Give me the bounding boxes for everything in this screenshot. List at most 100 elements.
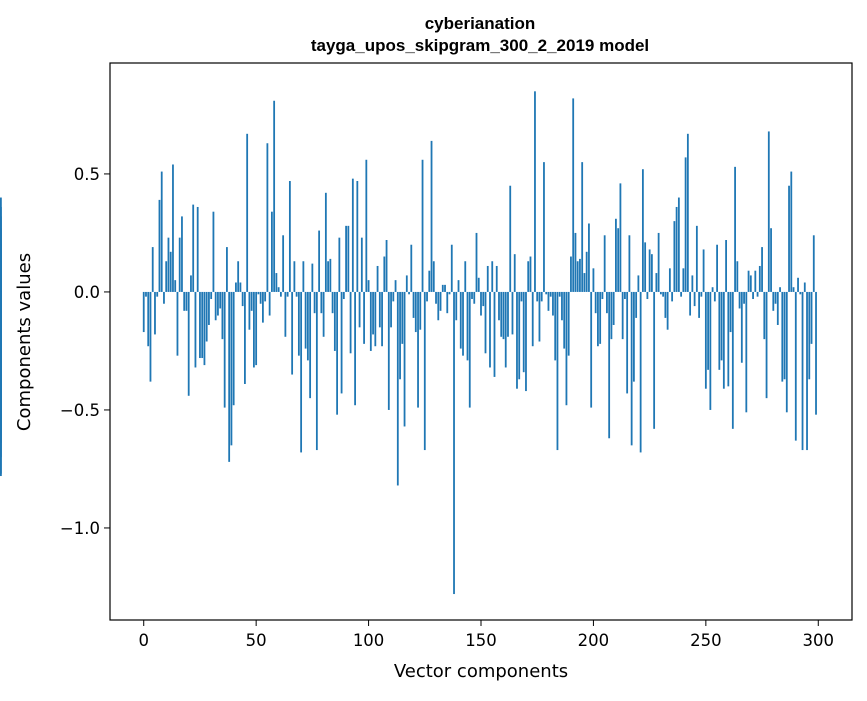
bar [203, 291, 206, 366]
bar [624, 291, 626, 300]
bar [383, 256, 386, 292]
bar [187, 291, 190, 396]
x-tick-label: 100 [353, 631, 385, 650]
bar [306, 291, 309, 361]
bar [347, 225, 350, 292]
bar [147, 291, 150, 347]
bar [176, 291, 179, 356]
bar [363, 291, 365, 344]
bar [615, 218, 617, 292]
x-tick-label: 0 [138, 631, 149, 650]
bar [462, 291, 464, 356]
bar [408, 291, 410, 295]
bar [554, 291, 557, 361]
bar [466, 291, 469, 361]
bar [318, 230, 321, 292]
bar [572, 98, 575, 292]
bar [268, 291, 271, 316]
bar [594, 291, 597, 314]
bar [185, 291, 188, 311]
bar [275, 273, 278, 292]
bar [498, 291, 500, 321]
bar [264, 291, 267, 302]
bar [405, 275, 408, 292]
bar [324, 192, 327, 292]
bar [208, 291, 210, 325]
bars-layer [0, 91, 817, 595]
bar [558, 291, 561, 297]
bar [520, 291, 523, 302]
bar [698, 291, 700, 318]
bar [529, 256, 532, 292]
bar [320, 291, 323, 314]
bar [201, 291, 204, 359]
bar [772, 291, 775, 311]
bar [329, 258, 332, 292]
bar [199, 291, 201, 359]
bar [754, 270, 757, 292]
bar [689, 291, 692, 316]
bar [619, 183, 622, 292]
bar [221, 291, 224, 340]
bar [716, 244, 718, 292]
bar [0, 291, 2, 377]
bar [630, 291, 633, 446]
bar [151, 247, 154, 292]
bar [482, 291, 485, 307]
bar [450, 244, 453, 292]
bar [610, 291, 613, 340]
bar [549, 291, 552, 297]
bar [666, 291, 669, 330]
x-tick-label: 150 [465, 631, 497, 650]
bar [349, 291, 352, 354]
bar [441, 284, 444, 292]
bar [360, 237, 363, 292]
bar [459, 291, 462, 349]
bar [293, 261, 296, 292]
bar [423, 291, 426, 451]
bar [545, 291, 548, 295]
bar [489, 291, 491, 368]
bar [500, 291, 503, 337]
bar [376, 265, 379, 292]
bar [561, 291, 563, 321]
bar [486, 265, 489, 292]
bar [673, 221, 676, 292]
bar [812, 235, 815, 292]
bar [491, 261, 494, 292]
y-tick-label: 0.5 [74, 165, 100, 184]
bar [565, 291, 568, 406]
bar [761, 247, 763, 292]
bar [493, 291, 496, 377]
bar [745, 291, 748, 413]
bar [455, 291, 458, 321]
bar [302, 261, 305, 292]
bar [356, 181, 359, 292]
bar [181, 216, 183, 292]
bar [284, 291, 287, 337]
bar [540, 291, 543, 302]
bar [547, 291, 550, 311]
bar [246, 133, 249, 292]
bar [639, 291, 642, 453]
bar [214, 291, 217, 321]
bar [693, 291, 696, 307]
bar [626, 291, 629, 394]
y-tick-label: −1.0 [60, 519, 100, 538]
bar [695, 225, 698, 292]
x-tick-label: 300 [803, 631, 835, 650]
bar [444, 284, 446, 292]
bar [414, 291, 417, 333]
bar [354, 291, 356, 406]
bar [172, 164, 174, 292]
bar [412, 291, 415, 318]
bar [477, 277, 480, 292]
bar [311, 263, 314, 292]
bar [194, 291, 197, 368]
bar [345, 225, 347, 292]
bar [417, 291, 419, 408]
bar [774, 291, 777, 304]
bar [228, 291, 231, 462]
